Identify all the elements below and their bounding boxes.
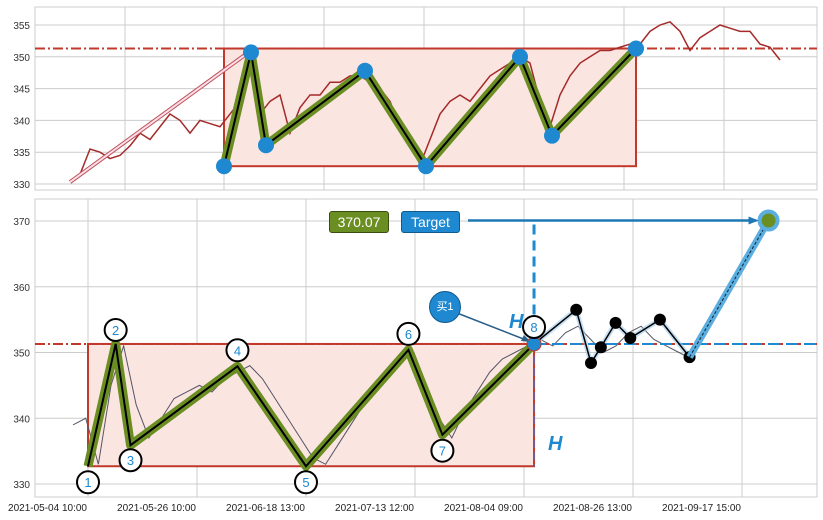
future-point: [653, 313, 666, 326]
future-point: [609, 316, 622, 329]
x-tick-label: 2021-08-04 09:00: [444, 503, 523, 514]
y-tick-label: 340: [13, 116, 30, 127]
future-point: [584, 357, 597, 370]
y-tick-label: 355: [13, 21, 30, 32]
pattern-point-label-circle: [118, 448, 143, 473]
y-tick-label: 335: [13, 148, 30, 159]
pattern-point-label: 6: [405, 327, 412, 342]
target-arrow-head: [748, 216, 759, 225]
pattern-point-label: 5: [302, 475, 309, 490]
breakout-point: [526, 336, 542, 352]
height-label-bottom: H: [548, 433, 563, 455]
y-tick-label: 350: [13, 349, 30, 360]
y-tick-label: 340: [13, 414, 30, 425]
pattern-point-label-circle: [294, 470, 318, 495]
bottom-panel: 2021-05-04 10:00 2021-05-26 10:00 2021-06-…: [8, 198, 818, 514]
buy-arrow: [456, 312, 527, 341]
pattern-point-label: 8: [530, 320, 537, 335]
pattern-point-label: 3: [127, 453, 134, 468]
future-point: [594, 341, 607, 354]
pattern-point-marker: [544, 127, 560, 144]
future-point: [570, 303, 583, 316]
pattern-point-marker: [418, 158, 434, 175]
y-tick-label: 330: [13, 180, 30, 191]
y-tick-label: 330: [13, 480, 30, 491]
x-tick-label: 2021-05-26 10:00: [117, 503, 196, 514]
top-panel: 330 335 340 345 350 355: [13, 6, 818, 191]
price-line: [69, 20, 781, 182]
pattern-point-label: 4: [234, 343, 241, 358]
trend-arrow-inner: [69, 54, 246, 183]
target-projection-core: [689, 220, 769, 358]
pattern-point-marker: [243, 44, 259, 61]
pattern-point-label-circle: [522, 314, 547, 339]
y-tick-label: 360: [13, 283, 30, 294]
y-tick-label: 345: [13, 85, 30, 96]
pattern-point-marker: [216, 158, 232, 175]
pattern-point-label-circle: [225, 338, 250, 363]
x-tick-label: 2021-05-04 10:00: [8, 503, 87, 514]
pattern-point-marker: [258, 137, 274, 154]
pattern-box: [223, 47, 637, 168]
y-tick-label: 350: [13, 53, 30, 64]
pattern-point-label-circle: [76, 470, 100, 495]
height-label-top: H: [509, 311, 524, 333]
target-value-badge: 370.07: [329, 211, 389, 233]
x-tick-label: 2021-07-13 12:00: [335, 503, 414, 514]
target-label-badge: Target: [401, 211, 460, 233]
pattern-point-marker: [628, 40, 644, 57]
pattern-point-label-circle: [396, 321, 421, 346]
target-point: [757, 209, 780, 232]
pattern-point-label-circle: [103, 317, 128, 342]
pattern-point-marker: [512, 48, 528, 65]
future-point: [624, 332, 637, 345]
x-tick-label: 2021-08-26 13:00: [553, 503, 632, 514]
pattern-point-label: 2: [112, 323, 119, 338]
x-tick-label: 2021-09-17 15:00: [662, 503, 741, 514]
pattern-line-core: [87, 343, 535, 468]
pattern-point-marker: [357, 62, 373, 79]
pattern-point-label-circle: [430, 438, 455, 463]
x-tick-label: 2021-06-18 13:00: [226, 503, 305, 514]
pattern-point-label: 7: [439, 444, 446, 459]
pattern-point-label: 1: [84, 475, 91, 490]
pattern-box: [87, 342, 536, 468]
pattern-line-core: [223, 47, 637, 168]
y-tick-label: 370: [13, 217, 30, 228]
buy-signal-badge: 买1: [429, 291, 461, 323]
